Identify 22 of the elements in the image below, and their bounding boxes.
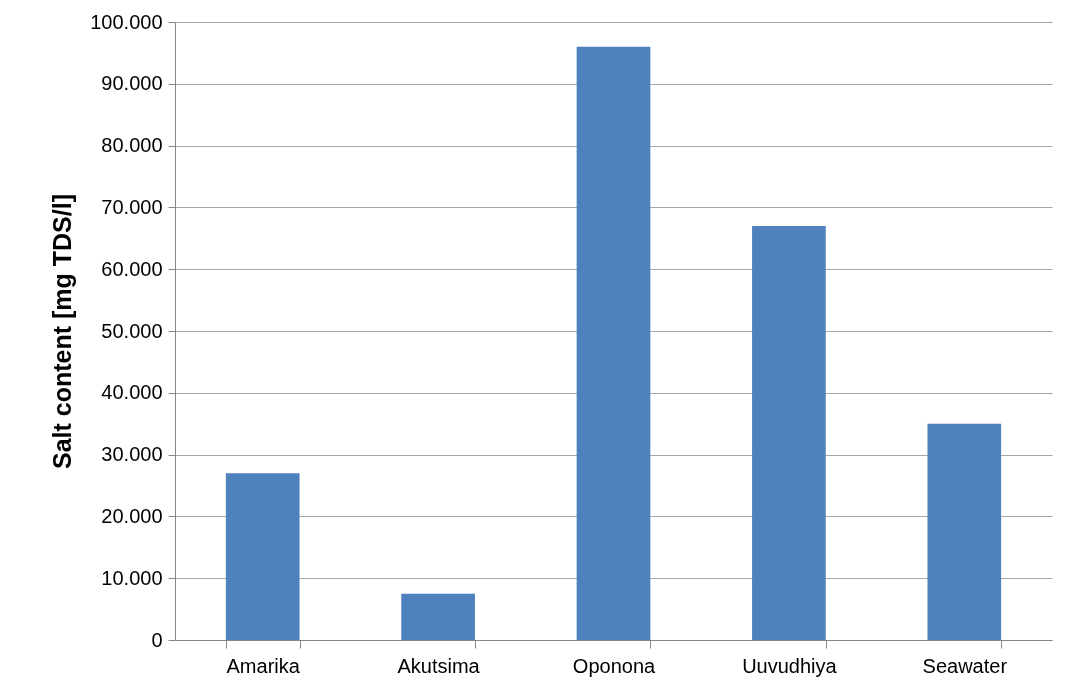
y-axis-title: Salt content [mg TDS/l] — [48, 194, 77, 469]
bar — [927, 423, 1002, 640]
y-tick-label: 100.000 — [90, 10, 163, 33]
y-tick-label: 20.000 — [101, 504, 163, 527]
y-tick-label: 50.000 — [101, 319, 163, 342]
y-tick-label: 80.000 — [101, 134, 163, 157]
bar — [752, 225, 826, 640]
y-tick-label: 70.000 — [101, 195, 163, 218]
bar — [225, 473, 300, 640]
y-tick-label: 60.000 — [101, 257, 163, 280]
y-tick-label: 10.000 — [101, 566, 163, 589]
x-tick-label: Uuvudhiya — [742, 654, 838, 677]
bar — [576, 46, 651, 640]
bar — [401, 593, 475, 640]
x-tick-label: Amarika — [226, 654, 301, 677]
x-tick-label: Akutsima — [397, 654, 481, 677]
y-tick-label: 40.000 — [101, 381, 163, 404]
x-tick-label: Seawater — [922, 654, 1008, 677]
y-tick-label: 30.000 — [101, 443, 163, 466]
x-tick-label: Oponona — [572, 654, 657, 677]
y-tick-label: 0 — [151, 628, 163, 651]
y-tick-label: 90.000 — [101, 72, 163, 95]
